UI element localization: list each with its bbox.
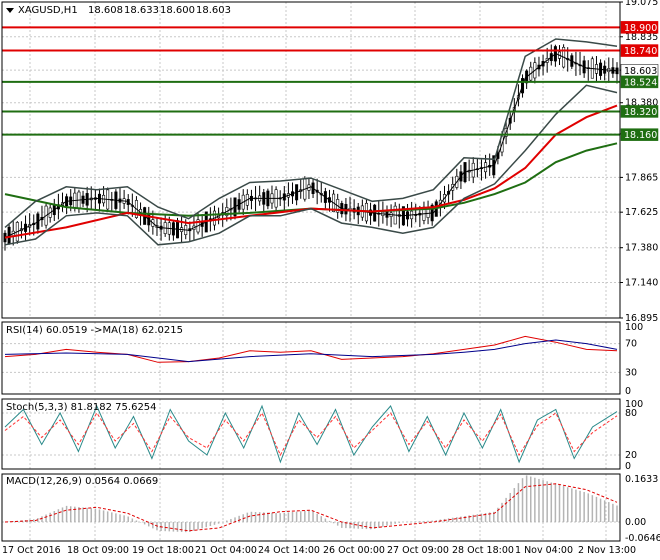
- x-tick-label: 19 Oct 18:00: [132, 545, 194, 556]
- ohlc-high: 18.633: [124, 5, 159, 16]
- price-series-ma_green: [4, 142, 618, 217]
- y-tick-label: 17.380: [625, 243, 658, 254]
- y-tick-label: 100: [625, 399, 643, 410]
- y-tick-label: 100: [625, 322, 643, 333]
- y-tick-label: 0: [625, 386, 631, 397]
- y-tick-label: 0.1633: [625, 474, 658, 485]
- price-panel-frame: [1, 1, 621, 319]
- x-tick-label: 2 Nov 13:00: [578, 545, 636, 556]
- y-tick-label: 20: [625, 450, 637, 461]
- price-series-ma_red: [4, 104, 618, 239]
- y-tick-label: -0.0646: [625, 533, 660, 544]
- panel-titles: XAGUSD,H1 18.608 18.633 18.600 18.603 RS…: [6, 5, 231, 487]
- y-tick-label: 18.835: [625, 32, 658, 43]
- price-tag-label: 18.900: [624, 23, 657, 34]
- x-tick-label: 26 Oct 00:00: [323, 545, 385, 556]
- x-tick-label: 24 Oct 14:00: [258, 545, 320, 556]
- x-tick-label: 27 Oct 09:00: [387, 545, 449, 556]
- price-tag-label: 18.603: [624, 66, 657, 77]
- stochastic-panel-frame: [1, 398, 621, 470]
- y-tick-label: 19.075: [625, 0, 658, 8]
- rsi-title: RSI(14) 60.0519 ->MA(18) 62.0215: [6, 325, 183, 336]
- y-tick-label: 17.865: [625, 172, 658, 183]
- rsi-panel-frame: [1, 321, 621, 395]
- y-tick-label: 17.625: [625, 207, 658, 218]
- price-tag-box: [620, 105, 659, 118]
- price-series-bollinger_upper: [4, 38, 618, 228]
- y-tick-label: 0.00: [625, 517, 646, 528]
- macd-title: MACD(12,26,9) 0.0564 0.0669: [6, 476, 158, 487]
- macd-series-macd_signal: [4, 483, 618, 532]
- price-tag-box: [620, 44, 659, 57]
- symbol-title: XAGUSD,H1: [18, 5, 78, 16]
- ohlc-low: 18.600: [160, 5, 195, 16]
- macd-panel-frame: [1, 473, 621, 542]
- stochastic-series-stoch_signal: [4, 411, 618, 457]
- collapse-arrow-icon[interactable]: [6, 8, 14, 13]
- price-tag-box: [620, 21, 659, 34]
- panel-frames: [1, 1, 621, 542]
- ohlc-open: 18.608: [88, 5, 123, 16]
- stochastic-series-stoch_main: [4, 404, 618, 464]
- price-tag-label: 18.160: [624, 130, 657, 141]
- rsi-series-rsi: [4, 335, 618, 363]
- y-tick-label: 16.895: [625, 313, 658, 324]
- x-tick-label: 28 Oct 18:00: [452, 545, 514, 556]
- x-tick-label: 18 Oct 09:00: [67, 545, 129, 556]
- x-tick-label: 1 Nov 04:00: [515, 545, 573, 556]
- y-tick-label: 17.140: [625, 277, 658, 288]
- y-tick-label: 70: [625, 339, 637, 350]
- y-tick-label: 80: [625, 408, 637, 419]
- stoch-title: Stoch(5,3,3) 81.8182 75.6254: [6, 402, 157, 413]
- x-tick-label: 21 Oct 04:00: [195, 545, 257, 556]
- price-tag-label: 18.320: [624, 107, 657, 118]
- y-tick-label: 0: [625, 461, 631, 472]
- ohlc-close: 18.603: [196, 5, 231, 16]
- price-series-close: [4, 52, 618, 239]
- y-tick-label: 18.380: [625, 98, 658, 109]
- price-tag-box: [620, 75, 659, 89]
- price-tag-label: 18.524: [624, 77, 657, 88]
- y-tick-label: 30: [625, 367, 637, 378]
- rsi-series-rsi_ma: [4, 339, 618, 363]
- price-series-bollinger_lower: [4, 84, 618, 246]
- price-tag-label: 18.740: [624, 46, 657, 57]
- chart-series: [2, 26, 620, 533]
- price-tag-box: [620, 128, 659, 141]
- x-tick-label: 17 Oct 2016: [2, 545, 61, 556]
